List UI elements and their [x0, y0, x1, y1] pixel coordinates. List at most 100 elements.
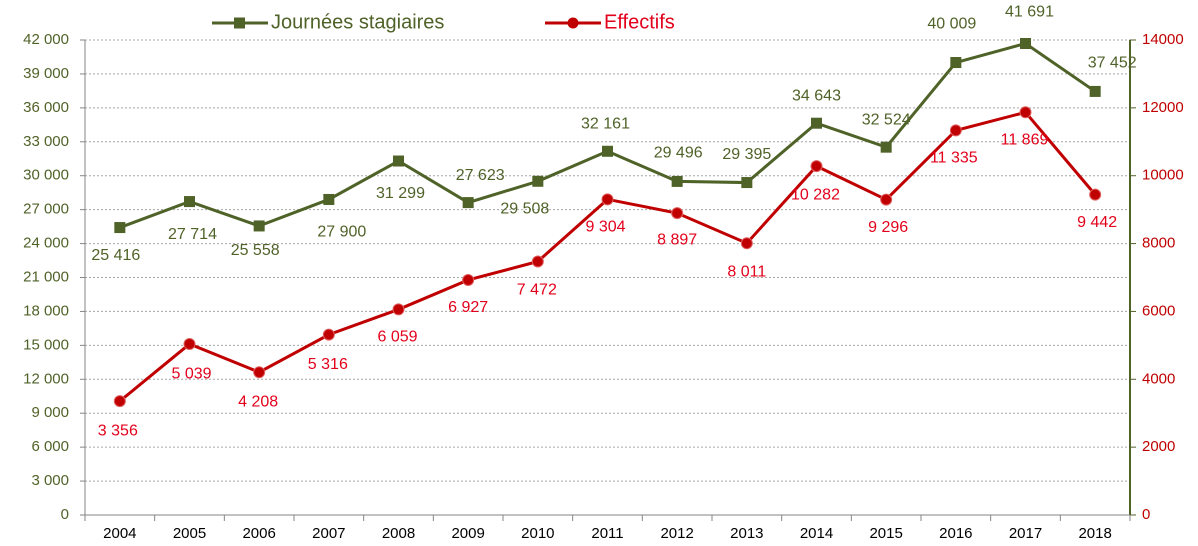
- data-label: 9 296: [868, 219, 908, 236]
- y2-tick-label: 0: [1142, 506, 1150, 523]
- x-tick-label: 2012: [660, 525, 693, 542]
- y2-tick-label: 12000: [1142, 99, 1184, 116]
- marker: [671, 207, 684, 220]
- y-tick-label: 18 000: [23, 302, 69, 319]
- data-label: 29 508: [500, 200, 549, 217]
- data-label: 11 869: [1001, 132, 1049, 149]
- y-tick-label: 27 000: [23, 201, 69, 218]
- data-label: 3 356: [98, 422, 138, 439]
- marker: [323, 193, 335, 205]
- marker: [880, 141, 892, 153]
- marker: [810, 160, 823, 173]
- marker: [1089, 85, 1101, 97]
- data-label: 27 623: [456, 167, 505, 184]
- y-tick-label: 0: [61, 506, 69, 523]
- marker: [322, 328, 335, 341]
- y-tick-label: 21 000: [23, 268, 69, 285]
- marker: [880, 193, 893, 206]
- y-tick-label: 33 000: [23, 133, 69, 150]
- marker: [531, 255, 544, 268]
- y-tick-label: 9 000: [31, 404, 69, 421]
- x-tick-label: 2006: [242, 525, 275, 542]
- legend-marker: [234, 17, 245, 29]
- data-label: 34 643: [792, 87, 841, 104]
- data-label: 8 011: [727, 263, 766, 280]
- data-label: 29 496: [654, 145, 703, 162]
- x-tick-label: 2005: [173, 525, 206, 542]
- y-tick-label: 36 000: [23, 99, 69, 116]
- data-label: 4 208: [238, 393, 278, 410]
- marker: [462, 273, 475, 286]
- x-tick-label: 2014: [800, 525, 833, 542]
- marker: [1020, 37, 1031, 49]
- x-tick-label: 2016: [939, 525, 972, 542]
- marker: [602, 145, 613, 157]
- data-label: 27 900: [317, 224, 366, 241]
- marker: [253, 220, 265, 232]
- marker: [950, 57, 962, 69]
- marker: [393, 155, 404, 167]
- data-label: 25 416: [91, 247, 140, 264]
- y-tick-label: 42 000: [23, 31, 69, 48]
- x-tick-label: 2007: [312, 525, 345, 542]
- legend-marker: [567, 17, 579, 29]
- legend-label: Effectifs: [604, 11, 675, 33]
- y2-tick-label: 10000: [1142, 167, 1184, 184]
- marker: [741, 177, 753, 189]
- marker: [184, 196, 195, 208]
- data-label: 27 714: [168, 226, 217, 243]
- y-tick-label: 24 000: [23, 235, 69, 252]
- data-label: 5 039: [171, 365, 211, 382]
- y-tick-label: 39 000: [23, 65, 69, 82]
- marker: [113, 395, 126, 408]
- legend-label: Journées stagiaires: [271, 11, 444, 33]
- x-tick-label: 2008: [382, 525, 415, 542]
- y-tick-label: 3 000: [31, 472, 69, 489]
- x-tick-label: 2010: [521, 525, 554, 542]
- x-tick-label: 2013: [730, 525, 763, 542]
- data-label: 9 304: [585, 219, 625, 236]
- y2-tick-label: 8000: [1142, 235, 1175, 252]
- data-label: 5 316: [308, 356, 348, 373]
- x-tick-label: 2015: [869, 525, 902, 542]
- data-label: 8 897: [657, 231, 697, 248]
- data-label: 40 009: [927, 16, 976, 33]
- data-label: 32 524: [862, 111, 911, 128]
- x-tick-label: 2009: [451, 525, 484, 542]
- marker: [114, 222, 126, 234]
- marker: [740, 237, 753, 250]
- x-tick-label: 2018: [1078, 525, 1111, 542]
- data-label: 6 927: [448, 299, 488, 316]
- y2-tick-label: 2000: [1142, 438, 1175, 455]
- marker: [671, 175, 683, 187]
- data-label: 37 452: [1088, 55, 1137, 72]
- data-label: 10 282: [791, 186, 840, 203]
- marker: [1019, 106, 1032, 119]
- data-label: 11 335: [930, 150, 978, 167]
- x-tick-label: 2011: [591, 525, 623, 542]
- y-tick-label: 15 000: [23, 336, 69, 353]
- y-tick-label: 6 000: [31, 438, 69, 455]
- data-label: 25 558: [231, 242, 280, 259]
- marker: [532, 175, 544, 187]
- data-label: 32 161: [581, 115, 630, 132]
- marker: [949, 124, 962, 137]
- y-tick-label: 30 000: [23, 167, 69, 184]
- marker: [392, 303, 405, 316]
- marker: [811, 117, 822, 129]
- marker: [1089, 188, 1102, 201]
- y-tick-label: 12 000: [23, 370, 69, 387]
- data-label: 7 472: [517, 282, 557, 299]
- y2-tick-label: 14000: [1142, 31, 1184, 48]
- x-tick-label: 2017: [1009, 525, 1042, 542]
- marker: [253, 366, 266, 379]
- data-label: 31 299: [376, 185, 425, 202]
- data-label: 9 442: [1077, 214, 1117, 231]
- x-tick-label: 2004: [103, 525, 136, 542]
- marker: [601, 193, 614, 206]
- y2-tick-label: 4000: [1142, 370, 1175, 387]
- data-label: 41 691: [1005, 4, 1054, 21]
- data-label: 29 395: [722, 146, 771, 163]
- y2-tick-label: 6000: [1142, 302, 1175, 319]
